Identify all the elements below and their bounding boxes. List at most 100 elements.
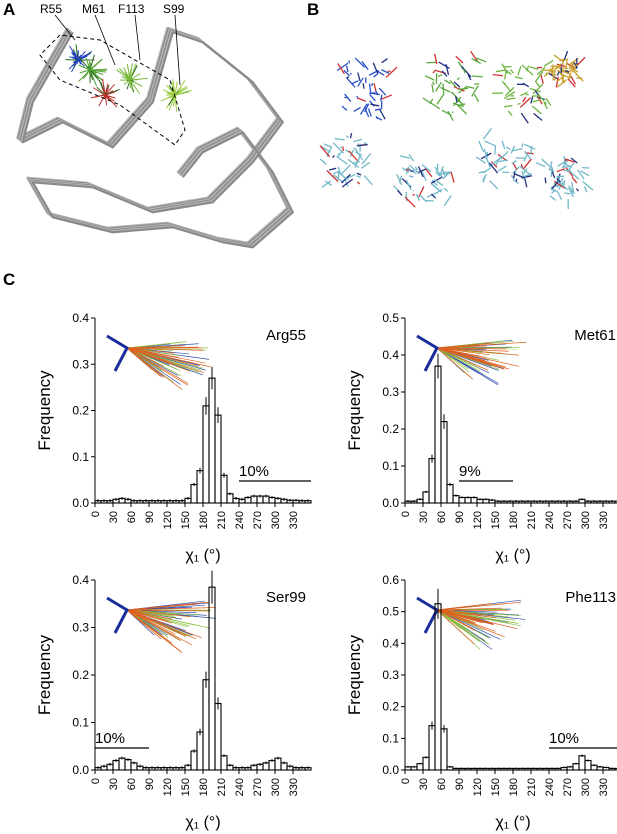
- conformer-stick: [369, 94, 376, 102]
- conformer-line: [436, 347, 507, 350]
- conformer-stick: [568, 185, 575, 193]
- x-tick-label: 330: [288, 511, 300, 529]
- x-tick-label: 210: [526, 511, 538, 529]
- conformer-stick: [580, 170, 590, 177]
- conformer-line: [436, 347, 520, 367]
- conformer-stick: [471, 75, 483, 78]
- side-chain-conformer: [76, 55, 79, 61]
- conformer-stick: [563, 158, 575, 163]
- y-tick-label: 0.1: [382, 731, 399, 745]
- conformer-stick: [549, 67, 559, 76]
- x-tick-label: 330: [598, 778, 610, 796]
- y-tick-label: 0.5: [382, 605, 399, 619]
- conformer-stick: [522, 82, 530, 88]
- conformer-stick: [441, 70, 448, 77]
- conformer-stick: [512, 166, 520, 174]
- conformer-stick: [484, 155, 491, 167]
- conformer-line: [126, 347, 165, 367]
- conformer-stick: [344, 93, 352, 102]
- conformer-stick: [514, 76, 523, 80]
- conformer-stick: [565, 58, 568, 70]
- conformer-stick: [351, 80, 359, 85]
- leader-f113: [134, 14, 141, 61]
- conformer-stick: [512, 171, 516, 179]
- x-tick-label: 300: [270, 778, 282, 796]
- conformer-stick: [457, 61, 464, 71]
- conformer-line: [126, 609, 202, 638]
- conformer-stick: [573, 70, 584, 82]
- x-tick-label: 330: [598, 511, 610, 529]
- conformer-line: [126, 344, 186, 349]
- histogram-bar: [446, 483, 454, 504]
- conformer-stick: [415, 193, 420, 201]
- histogram-bar: [578, 755, 586, 771]
- conformer-line: [436, 347, 519, 356]
- conformer-stick: [433, 178, 444, 187]
- conformer-stick: [534, 70, 544, 83]
- conformer-stick: [374, 108, 382, 111]
- conformer-stick: [457, 87, 469, 91]
- population-label: 10%: [239, 463, 269, 480]
- x-tick-label: 120: [162, 511, 174, 529]
- panel-b-structure: [319, 50, 594, 209]
- conformer-stick: [537, 96, 543, 105]
- conformer-stick: [506, 97, 516, 101]
- conformer-line: [436, 609, 521, 617]
- panel-a-structure: R55 M61 F113 S99: [16, 2, 294, 249]
- conformer-stick: [424, 167, 433, 178]
- conformer-stick: [556, 79, 568, 88]
- conformer-stick: [478, 140, 485, 153]
- conformer-stick: [430, 102, 441, 110]
- conformer-stick: [524, 143, 536, 150]
- conformer-stick: [346, 78, 356, 88]
- histogram-bar: [214, 702, 222, 771]
- conformer-stick: [494, 145, 497, 155]
- conformer-stick: [575, 188, 580, 192]
- conformer-stick: [552, 74, 557, 77]
- conformer-stick: [507, 110, 513, 117]
- conformer-stick: [514, 173, 525, 179]
- conformer-line: [126, 609, 173, 620]
- side-chain-conformer: [89, 69, 99, 80]
- conformer-line: [126, 609, 191, 618]
- conformer-stick: [535, 81, 541, 88]
- conformer-stick: [534, 90, 539, 96]
- conformer-line: [126, 341, 187, 349]
- conformer-stick: [341, 178, 354, 188]
- x-tick-label: 150: [490, 778, 502, 796]
- conformer-stick: [482, 127, 492, 140]
- side-chain-conformer: [123, 79, 131, 85]
- y-axis-label: Frequency: [35, 634, 54, 715]
- conformer-stick: [356, 175, 361, 179]
- conformer-stick: [470, 50, 479, 62]
- conformer-stick: [319, 145, 331, 158]
- conformer-stick: [361, 153, 372, 165]
- x-tick-label: 270: [252, 778, 264, 796]
- histogram-bar: [214, 414, 222, 504]
- x-tick-label: 300: [580, 778, 592, 796]
- side-chain-conformer: [123, 67, 131, 81]
- conformer-stick: [434, 166, 443, 178]
- conformer-stick: [370, 83, 374, 87]
- population-label: 10%: [549, 730, 579, 747]
- conformer-stick: [340, 146, 343, 149]
- conformer-stick: [381, 94, 393, 100]
- conformer-stick: [328, 167, 337, 171]
- x-tick-label: 180: [508, 778, 520, 796]
- conformer-stick: [349, 132, 353, 139]
- conformer-stick: [562, 162, 571, 167]
- y-tick-label: 0.0: [72, 763, 89, 777]
- conformer-stick: [561, 67, 569, 70]
- conformer-stick: [424, 75, 435, 81]
- conformer-stick: [535, 161, 546, 168]
- conformer-stick: [336, 151, 343, 158]
- conformer-stick: [348, 150, 359, 162]
- conformer-stick: [336, 62, 349, 72]
- conformer-stick: [440, 86, 451, 93]
- conformer-stick: [523, 155, 528, 162]
- conformer-stick: [473, 94, 480, 103]
- side-chain-conformer: [104, 94, 115, 102]
- label-r55: R55: [40, 2, 62, 16]
- conformer-stick: [549, 195, 557, 201]
- conformer-line: [436, 344, 478, 349]
